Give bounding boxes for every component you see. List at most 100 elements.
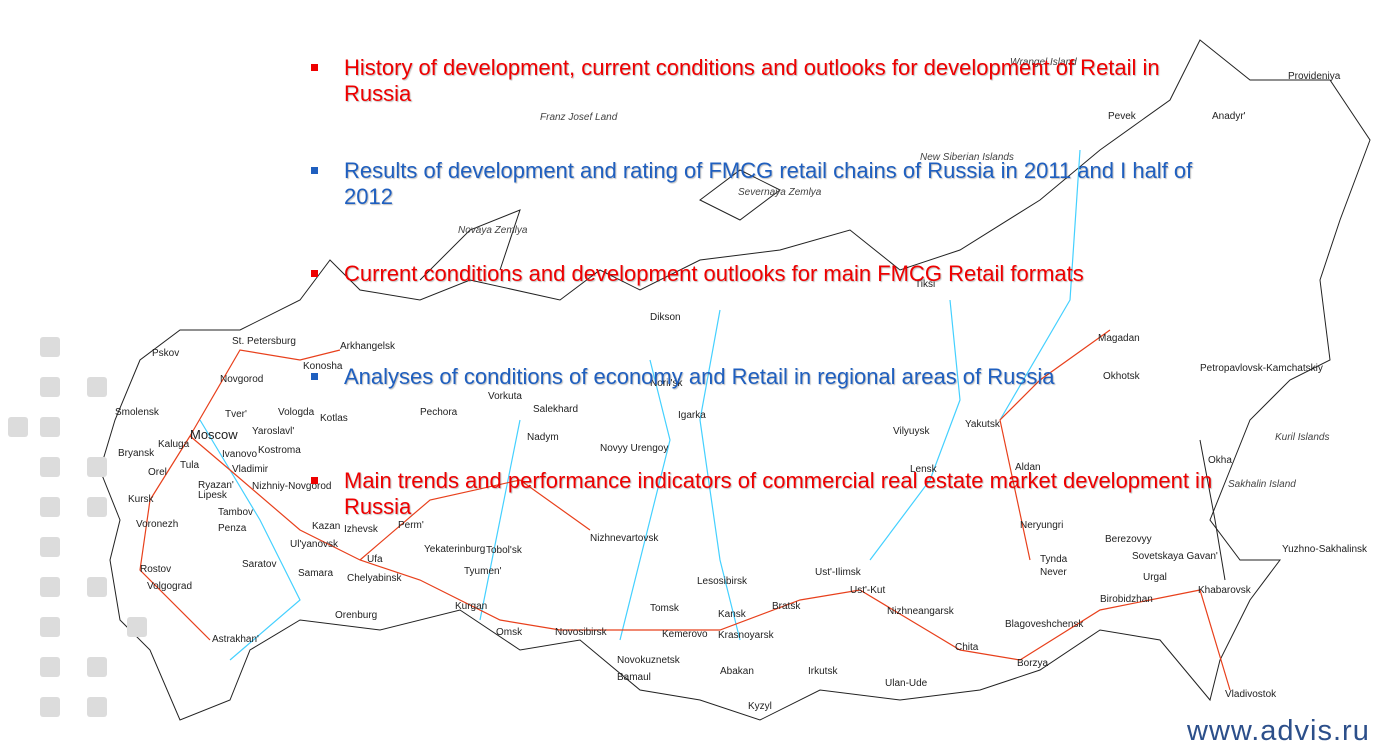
city-label: Astrakhan': [212, 635, 259, 645]
city-label: Vologda: [278, 408, 314, 418]
decor-square: [87, 457, 107, 477]
decor-square: [87, 697, 107, 717]
city-label: Lipesk: [198, 491, 227, 501]
city-label: Kazan: [312, 522, 340, 532]
decor-square: [127, 617, 147, 637]
decor-square: [40, 417, 60, 437]
city-label: Nizhniy-Novgorod: [252, 482, 331, 492]
city-label: Pechora: [420, 408, 457, 418]
city-label: Smolensk: [115, 408, 159, 418]
city-label: Salekhard: [533, 405, 578, 415]
city-label: Novaya Zemlya: [458, 226, 527, 236]
city-label: Volgograd: [147, 582, 192, 592]
city-label: Yekaterinburg: [424, 545, 485, 555]
city-label: Yakutsk: [965, 420, 1000, 430]
city-label: Ul'yanovsk: [290, 540, 338, 550]
city-label: Ust'-Kut: [850, 586, 885, 596]
city-label: Chita: [955, 643, 978, 653]
city-label: Moscow: [190, 428, 238, 441]
bullet-item: Results of development and rating of FMC…: [344, 158, 1224, 210]
city-label: Tynda: [1040, 555, 1067, 565]
decor-square: [40, 657, 60, 677]
city-label: Samara: [298, 569, 333, 579]
decor-square: [40, 697, 60, 717]
city-label: Orenburg: [335, 611, 377, 621]
bullet-item: History of development, current conditio…: [344, 55, 1224, 107]
city-label: Urgal: [1143, 573, 1167, 583]
city-label: Ufa: [367, 555, 383, 565]
city-label: Tver': [225, 410, 247, 420]
city-label: Kansk: [718, 610, 746, 620]
city-label: Abakan: [720, 667, 754, 677]
city-label: Neryungri: [1020, 521, 1063, 531]
city-label: Anadyr': [1212, 112, 1246, 122]
city-label: Ulan-Ude: [885, 679, 927, 689]
city-label: Irkutsk: [808, 667, 837, 677]
city-label: Konosha: [303, 362, 342, 372]
city-label: Blagoveshchensk: [1005, 620, 1083, 630]
city-label: Rostov: [140, 565, 171, 575]
bullet-item: Main trends and performance indicators o…: [344, 468, 1224, 520]
city-label: Bamaul: [617, 673, 651, 683]
city-label: Orel: [148, 468, 167, 478]
city-label: Tobol'sk: [486, 546, 522, 556]
decor-square: [40, 577, 60, 597]
city-label: Never: [1040, 568, 1067, 578]
city-label: Kyzyl: [748, 702, 772, 712]
city-label: Berezovyy: [1105, 535, 1152, 545]
city-label: Yaroslavl': [252, 427, 294, 437]
decor-square: [87, 497, 107, 517]
decor-square: [8, 417, 28, 437]
decor-square: [87, 377, 107, 397]
city-label: Kursk: [128, 495, 154, 505]
city-label: Igarka: [678, 411, 706, 421]
city-label: Izhevsk: [344, 525, 378, 535]
city-label: Lesosibirsk: [697, 577, 747, 587]
city-label: Nizhnevartovsk: [590, 534, 658, 544]
city-label: Sovetskaya Gavan': [1132, 552, 1218, 562]
city-label: Tambov: [218, 508, 253, 518]
city-label: Chelyabinsk: [347, 574, 401, 584]
city-label: Bryansk: [118, 449, 154, 459]
city-label: Sakhalin Island: [1228, 480, 1296, 490]
city-label: Vorkuta: [488, 392, 522, 402]
city-label: Saratov: [242, 560, 276, 570]
city-label: Ivanovo: [222, 450, 257, 460]
city-label: Voronezh: [136, 520, 178, 530]
city-label: Pevek: [1108, 112, 1136, 122]
city-label: Omsk: [496, 628, 522, 638]
city-label: Vilyuysk: [893, 427, 930, 437]
decor-square: [40, 377, 60, 397]
city-label: Pskov: [152, 349, 179, 359]
city-label: Nadym: [527, 433, 559, 443]
decor-square: [87, 657, 107, 677]
city-label: Penza: [218, 524, 246, 534]
bullet-item: Analyses of conditions of economy and Re…: [344, 364, 1224, 390]
city-label: Tula: [180, 461, 199, 471]
city-label: Novokuznetsk: [617, 656, 680, 666]
city-label: Dikson: [650, 313, 681, 323]
city-label: Novyy Urengoy: [600, 444, 668, 454]
city-label: Kurgan: [455, 602, 487, 612]
city-label: Yuzhno-Sakhalinsk: [1282, 545, 1367, 555]
city-label: Vladivostok: [1225, 690, 1276, 700]
city-label: Kotlas: [320, 414, 348, 424]
city-label: St. Petersburg: [232, 337, 296, 347]
city-label: Kuril Islands: [1275, 433, 1329, 443]
city-label: Khabarovsk: [1198, 586, 1251, 596]
city-label: Perm': [398, 521, 424, 531]
city-label: Franz Josef Land: [540, 113, 617, 123]
city-label: Bratsk: [772, 602, 800, 612]
city-label: Ust'-Ilimsk: [815, 568, 861, 578]
city-label: Kaluga: [158, 440, 189, 450]
city-label: Magadan: [1098, 334, 1140, 344]
city-label: Kostroma: [258, 446, 301, 456]
bullet-item: Current conditions and development outlo…: [344, 261, 1224, 287]
decor-square: [40, 537, 60, 557]
slide: ProvideniyaWrangel IslandPevekAnadyr'Fra…: [0, 0, 1381, 742]
decor-square: [40, 457, 60, 477]
decor-square: [40, 337, 60, 357]
decor-square: [40, 497, 60, 517]
city-label: Borzya: [1017, 659, 1048, 669]
city-label: Novosibirsk: [555, 628, 607, 638]
